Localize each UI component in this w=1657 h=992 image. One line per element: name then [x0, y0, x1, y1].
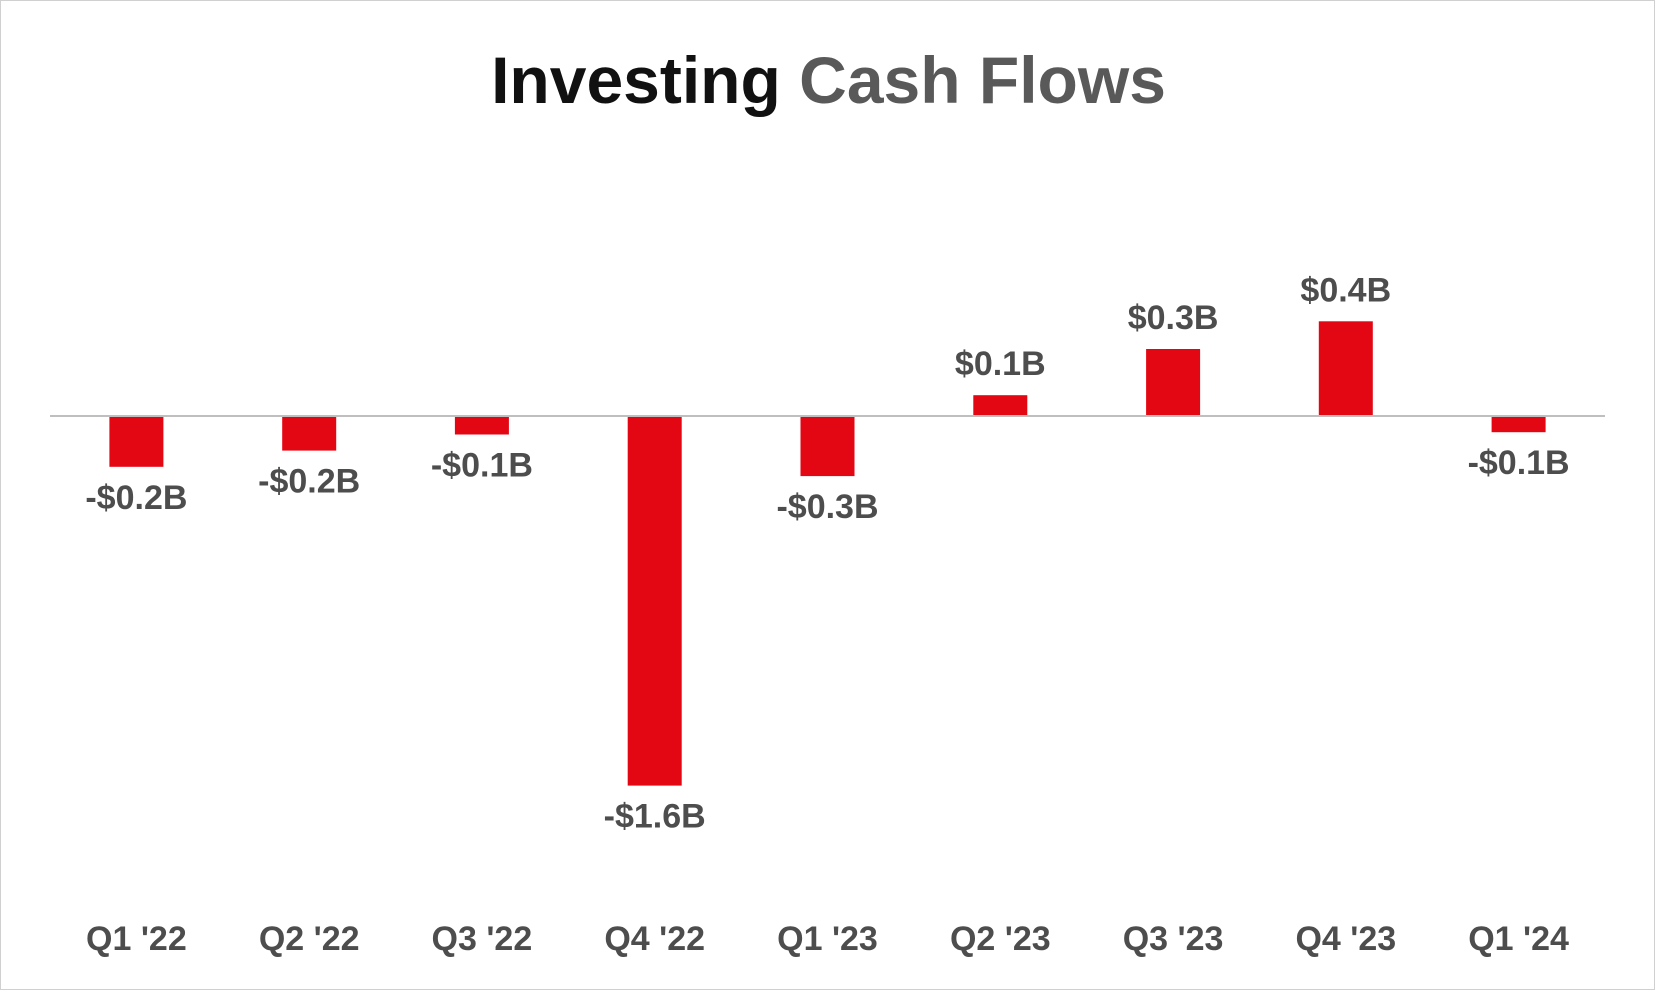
data-labels: -$0.2B -$0.2B -$0.1B -$1.6B -$0.3B $0.1B $0.3B…: [85, 271, 1569, 835]
data-label-6: $0.1B: [955, 345, 1046, 383]
x-tick-label-6: Q2 '23: [950, 920, 1051, 958]
bar-4: [627, 416, 682, 786]
bar-3: [454, 416, 509, 435]
x-tick-label-8: Q4 '23: [1295, 920, 1396, 958]
bar-5: [800, 416, 855, 477]
bar-7: [1146, 349, 1201, 416]
x-tick-label-7: Q3 '23: [1123, 920, 1224, 958]
data-label-7: $0.3B: [1128, 299, 1219, 337]
chart-title-part-2: Cash Flows: [799, 43, 1166, 117]
data-label-4: -$1.6B: [604, 798, 706, 836]
bar-8: [1318, 321, 1373, 416]
x-axis-tick-labels: Q1 '22 Q2 '22 Q3 '22 Q4 '22 Q1 '23 Q2 '23 Q3 '…: [86, 920, 1569, 958]
x-tick-label-1: Q1 '22: [86, 920, 187, 958]
bar-1: [109, 416, 164, 467]
data-label-2: -$0.2B: [258, 463, 360, 501]
chart-title-part-1: Investing: [491, 43, 781, 117]
data-label-1: -$0.2B: [85, 479, 187, 517]
x-tick-label-9: Q1 '24: [1468, 920, 1569, 958]
chart-title: Investing Cash Flows: [0, 40, 1657, 120]
x-tick-label-3: Q3 '22: [432, 920, 533, 958]
x-tick-label-2: Q2 '22: [259, 920, 360, 958]
bar-6: [973, 395, 1028, 416]
x-tick-label-4: Q4 '22: [604, 920, 705, 958]
data-label-3: -$0.1B: [431, 447, 533, 485]
data-label-8: $0.4B: [1300, 271, 1391, 309]
data-label-9: -$0.1B: [1468, 444, 1570, 482]
bar-series: [109, 321, 1546, 786]
x-tick-label-5: Q1 '23: [777, 920, 878, 958]
bar-9: [1491, 416, 1546, 433]
data-label-5: -$0.3B: [776, 488, 878, 526]
bar-2: [282, 416, 337, 451]
